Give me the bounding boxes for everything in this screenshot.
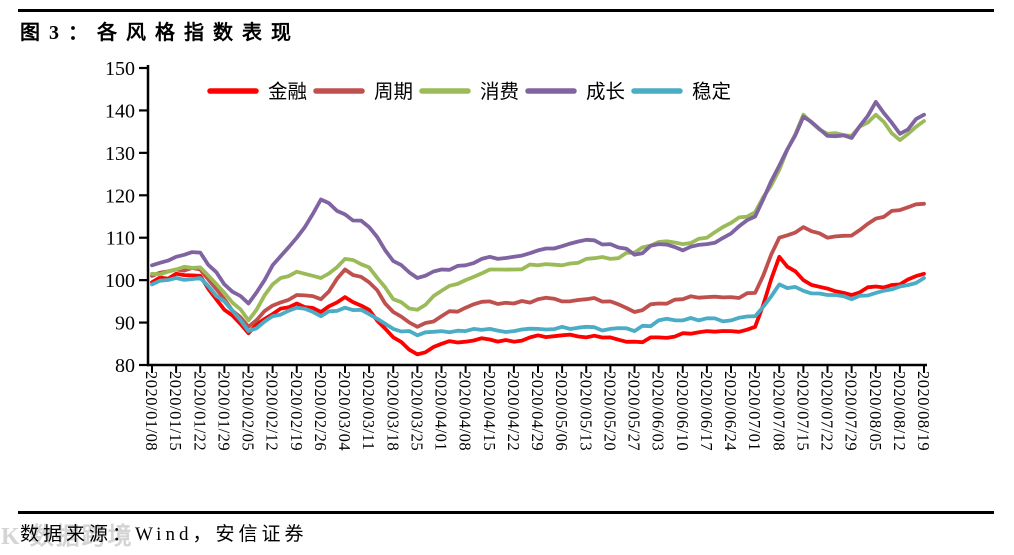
x-tick-label: 2020/02/26 (311, 371, 330, 451)
series-line-cycle (150, 201, 926, 329)
x-tick-label: 2020/07/01 (745, 371, 764, 451)
y-tick-label: 100 (105, 270, 135, 292)
style-index-line-chart: 80 90 100 110 120 130 140 150 2020/01/08 2020/01/… (105, 58, 933, 451)
x-tick-label: 2020/01/29 (214, 371, 233, 451)
x-tick-label: 2020/01/08 (142, 371, 161, 451)
series-line-stable (150, 276, 926, 338)
source-note: 数据来源：Wind，安信证券 (20, 524, 308, 545)
x-tick-label: 2020/02/12 (263, 371, 282, 451)
x-tick-label: 2020/02/19 (287, 371, 306, 451)
x-tick-label: 2020/05/27 (625, 371, 644, 451)
series-line-finance (150, 254, 926, 357)
x-tick-label: 2020/06/17 (697, 371, 716, 451)
series-line-consumer (150, 112, 926, 323)
x-tick-label: 2020/06/24 (721, 371, 740, 451)
x-tick-label: 2020/03/04 (335, 371, 354, 451)
footer-rule (18, 511, 994, 514)
legend-label-consumer: 消费 (480, 81, 519, 103)
series-line-growth (150, 100, 926, 306)
x-tick-label: 2020/01/22 (190, 371, 209, 451)
x-tick-label: 2020/03/25 (407, 371, 426, 451)
x-tick-label: 2020/07/08 (769, 371, 788, 451)
x-tick-label: 2020/05/20 (600, 371, 619, 451)
figure-title: 图3：各风格指数表现 (20, 22, 300, 44)
x-tick-label: 2020/06/10 (673, 371, 692, 451)
y-tick-label: 130 (105, 143, 135, 165)
y-tick-label: 120 (105, 185, 135, 207)
legend-label-finance: 金融 (268, 81, 307, 103)
y-tick-label: 140 (105, 100, 135, 122)
x-tick-label: 2020/05/06 (552, 371, 571, 451)
x-tick-label: 2020/04/29 (528, 371, 547, 451)
top-rule (18, 9, 994, 12)
x-tick-label: 2020/07/15 (793, 371, 812, 451)
x-tick-label: 2020/03/18 (383, 371, 402, 451)
y-tick-label: 80 (115, 355, 135, 377)
x-tick-label: 2020/03/11 (359, 371, 378, 451)
x-tick-label: 2020/05/13 (576, 371, 595, 451)
x-tick-label: 2020/04/01 (432, 371, 451, 451)
legend-label-cycle: 周期 (374, 81, 413, 103)
legend-label-growth: 成长 (586, 81, 625, 103)
watermark: K 数据跨境 (1, 524, 134, 550)
x-tick-label: 2020/01/15 (166, 371, 185, 451)
y-tick-label: 150 (105, 58, 135, 80)
x-tick-label: 2020/08/12 (890, 371, 909, 451)
y-tick-label: 110 (106, 228, 135, 250)
y-tick-label: 90 (115, 313, 135, 335)
x-tick-label: 2020/06/03 (649, 371, 668, 451)
x-tick-label: 2020/04/22 (504, 371, 523, 451)
x-tick-label: 2020/04/08 (456, 371, 475, 451)
x-tick-label: 2020/07/22 (818, 371, 837, 451)
x-tick-label: 2020/08/19 (914, 371, 933, 451)
legend-label-stable: 稳定 (692, 81, 731, 103)
x-tick-label: 2020/04/15 (480, 371, 499, 451)
x-tick-label: 2020/07/29 (842, 371, 861, 451)
chart-legend: 金融 周期 消费 成长 稳定 (207, 81, 731, 103)
x-tick-label: 2020/02/05 (239, 371, 258, 451)
x-tick-label: 2020/08/05 (866, 371, 885, 451)
